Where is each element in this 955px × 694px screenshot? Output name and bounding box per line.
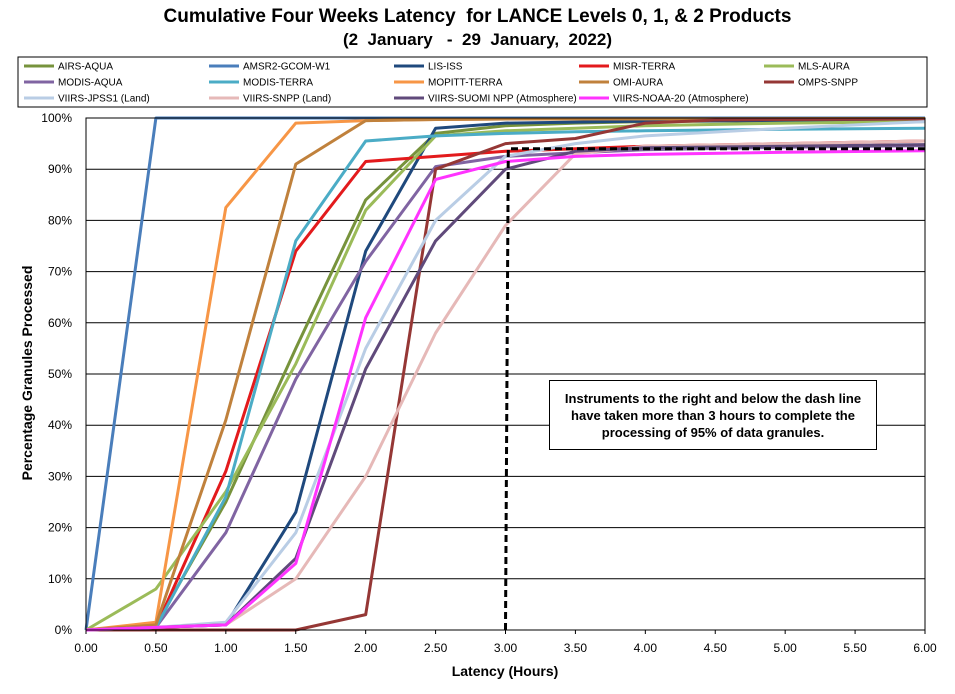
x-tick-label: 3.50 — [564, 641, 588, 655]
legend-item: MODIS-TERRA — [209, 78, 313, 89]
legend-label: VIIRS-NOAA-20 (Atmosphere) — [613, 94, 749, 105]
legend-label: LIS-ISS — [428, 62, 463, 73]
y-tick-label: 50% — [48, 367, 72, 381]
legend-label: AIRS-AQUA — [58, 62, 113, 73]
legend-item: OMI-AURA — [579, 78, 663, 89]
x-tick-label: 0.50 — [144, 641, 168, 655]
legend-label: OMI-AURA — [613, 78, 663, 89]
y-tick-label: 80% — [48, 213, 72, 227]
x-tick-label: 2.50 — [424, 641, 448, 655]
legend-label: MOPITT-TERRA — [428, 78, 503, 89]
legend-label: MISR-TERRA — [613, 62, 676, 73]
legend-item: VIIRS-SNPP (Land) — [209, 94, 331, 105]
y-tick-label: 60% — [48, 316, 72, 330]
y-tick-label: 0% — [55, 623, 73, 637]
legend-label: OMPS-SNPP — [798, 78, 858, 89]
x-tick-label: 5.00 — [773, 641, 797, 655]
chart-title: Cumulative Four Weeks Latency for LANCE … — [163, 6, 792, 27]
legend-label: VIIRS-SUOMI NPP (Atmosphere) — [428, 94, 577, 105]
legend-item: MISR-TERRA — [579, 62, 676, 73]
legend-item: AIRS-AQUA — [24, 62, 113, 73]
y-tick-label: 30% — [48, 469, 72, 483]
legend-item: OMPS-SNPP — [764, 78, 858, 89]
y-tick-label: 100% — [41, 111, 72, 125]
series-line-viirs-noaa-20-atmosphere — [85, 149, 926, 632]
legend-item: AMSR2-GCOM-W1 — [209, 62, 331, 73]
legend-item: MLS-AURA — [764, 62, 850, 73]
series-line-omi-aura — [85, 117, 926, 632]
x-tick-label: 1.00 — [214, 641, 238, 655]
legend-item: MOPITT-TERRA — [394, 78, 503, 89]
legend-label: MODIS-AQUA — [58, 78, 123, 89]
x-tick-label: 1.50 — [284, 641, 308, 655]
legend-label: VIIRS-SNPP (Land) — [243, 94, 331, 105]
legend-item: VIIRS-JPSS1 (Land) — [24, 94, 150, 105]
x-tick-label: 3.00 — [494, 641, 518, 655]
legend-item: VIIRS-NOAA-20 (Atmosphere) — [579, 94, 749, 105]
series-line-modis-terra — [85, 126, 926, 632]
x-tick-label: 4.50 — [704, 641, 728, 655]
legend-label: MODIS-TERRA — [243, 78, 313, 89]
chart-subtitle: (2 January - 29 January, 2022) — [343, 30, 612, 49]
plot-area-frame — [85, 117, 926, 631]
x-tick-label: 2.00 — [354, 641, 378, 655]
y-tick-label: 90% — [48, 162, 72, 176]
series-line-viirs-jpss1-land — [85, 120, 926, 632]
x-axis-label: Latency (Hours) — [452, 663, 559, 679]
x-tick-label: 6.00 — [913, 641, 937, 655]
y-tick-label: 20% — [48, 521, 72, 535]
legend-item: VIIRS-SUOMI NPP (Atmosphere) — [394, 94, 577, 105]
x-tick-label: 5.50 — [843, 641, 867, 655]
x-tick-label: 4.00 — [634, 641, 658, 655]
annotation-box: Instruments to the right and below the d… — [549, 380, 877, 450]
legend-item: LIS-ISS — [394, 62, 463, 73]
legend-label: MLS-AURA — [798, 62, 850, 73]
y-axis-label: Percentage Granules Processed — [19, 266, 35, 481]
legend-label: AMSR2-GCOM-W1 — [243, 62, 331, 73]
legend-label: VIIRS-JPSS1 (Land) — [58, 94, 150, 105]
x-tick-label: 0.00 — [74, 641, 98, 655]
y-tick-label: 40% — [48, 418, 72, 432]
y-tick-label: 10% — [48, 572, 72, 586]
legend-item: MODIS-AQUA — [24, 78, 123, 89]
y-tick-label: 70% — [48, 265, 72, 279]
